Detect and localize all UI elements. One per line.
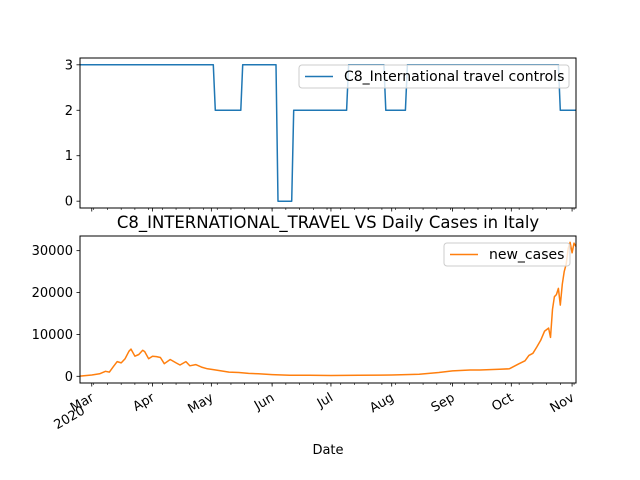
top-subplot: 0 1 2 3 C8_International travel controls [65, 57, 577, 212]
y-tick-label: 30000 [32, 244, 73, 259]
chart-title: C8_INTERNATIONAL_TRAVEL VS Daily Cases i… [117, 213, 540, 233]
y-tick-label: 20000 [32, 286, 73, 301]
y-tick-label: 0 [65, 195, 73, 210]
y-tick-label: 1 [65, 149, 73, 164]
x-axis-label: Date [312, 443, 343, 458]
y-tick-label: 0 [65, 370, 73, 385]
bottom-plot-lines [79, 241, 577, 377]
y-tick-label: 3 [65, 58, 73, 73]
bottom-legend-box [443, 242, 571, 267]
y-tick-label: 2 [65, 104, 73, 119]
y-tick-label: 10000 [32, 328, 73, 343]
series-line-new-cases [79, 241, 577, 377]
top-legend: C8_International travel controls [298, 64, 570, 89]
bottom-y-axis: 0 10000 20000 30000 [32, 244, 80, 385]
bottom-legend: new_cases [443, 242, 571, 267]
x-tick-label: Jul [314, 390, 336, 411]
bottom-plot-frame [79, 235, 577, 384]
top-y-axis: 0 1 2 3 [65, 58, 80, 210]
top-legend-label: C8_International travel controls [344, 69, 564, 85]
bottom-legend-label: new_cases [489, 247, 564, 263]
top-legend-box [298, 64, 570, 89]
top-plot-frame [79, 57, 577, 209]
top-x-axis [91, 208, 575, 212]
